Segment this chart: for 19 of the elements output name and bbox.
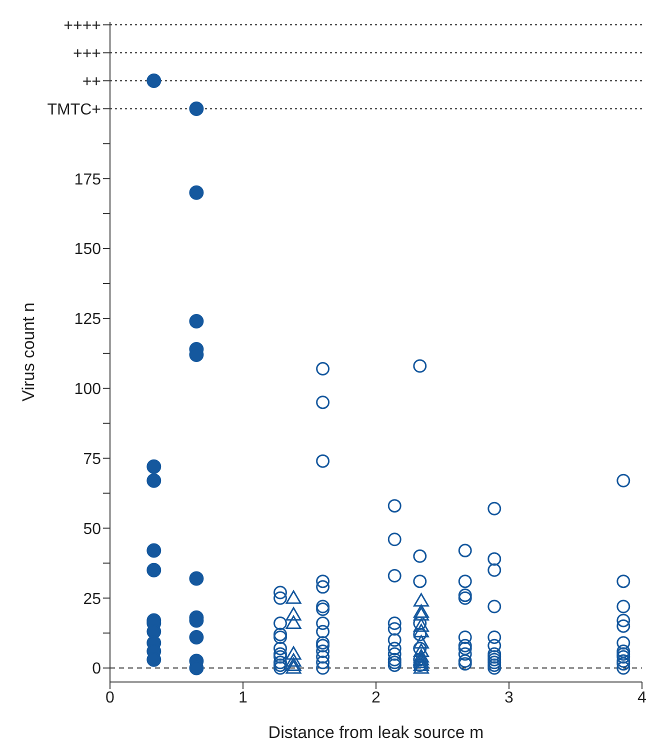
y-tick-label: 0 — [92, 660, 102, 678]
y-tick-label: 75 — [83, 450, 102, 468]
x-tick-label: 3 — [504, 689, 514, 706]
y-tick-label: 125 — [74, 311, 102, 328]
y-tick-label: 25 — [83, 590, 102, 608]
y-tick-label: ++ — [82, 73, 101, 90]
y-tick-label: 100 — [74, 381, 102, 398]
x-tick-label: 2 — [372, 689, 381, 706]
y-tick-label: TMTC+ — [47, 101, 101, 118]
y-tick-label: ++++ — [64, 17, 101, 34]
x-tick-label: 1 — [238, 689, 248, 706]
y-tick-label: +++ — [72, 45, 101, 62]
x-tick-label: 0 — [106, 689, 115, 706]
y-tick-label: 175 — [74, 171, 102, 188]
y-tick-label: 150 — [74, 241, 102, 258]
x-tick-label: 4 — [638, 689, 647, 706]
x-axis-title: Distance from leak source m — [268, 723, 484, 742]
y-tick-label: 50 — [83, 520, 102, 538]
y-axis-title: Virus count n — [19, 302, 38, 402]
